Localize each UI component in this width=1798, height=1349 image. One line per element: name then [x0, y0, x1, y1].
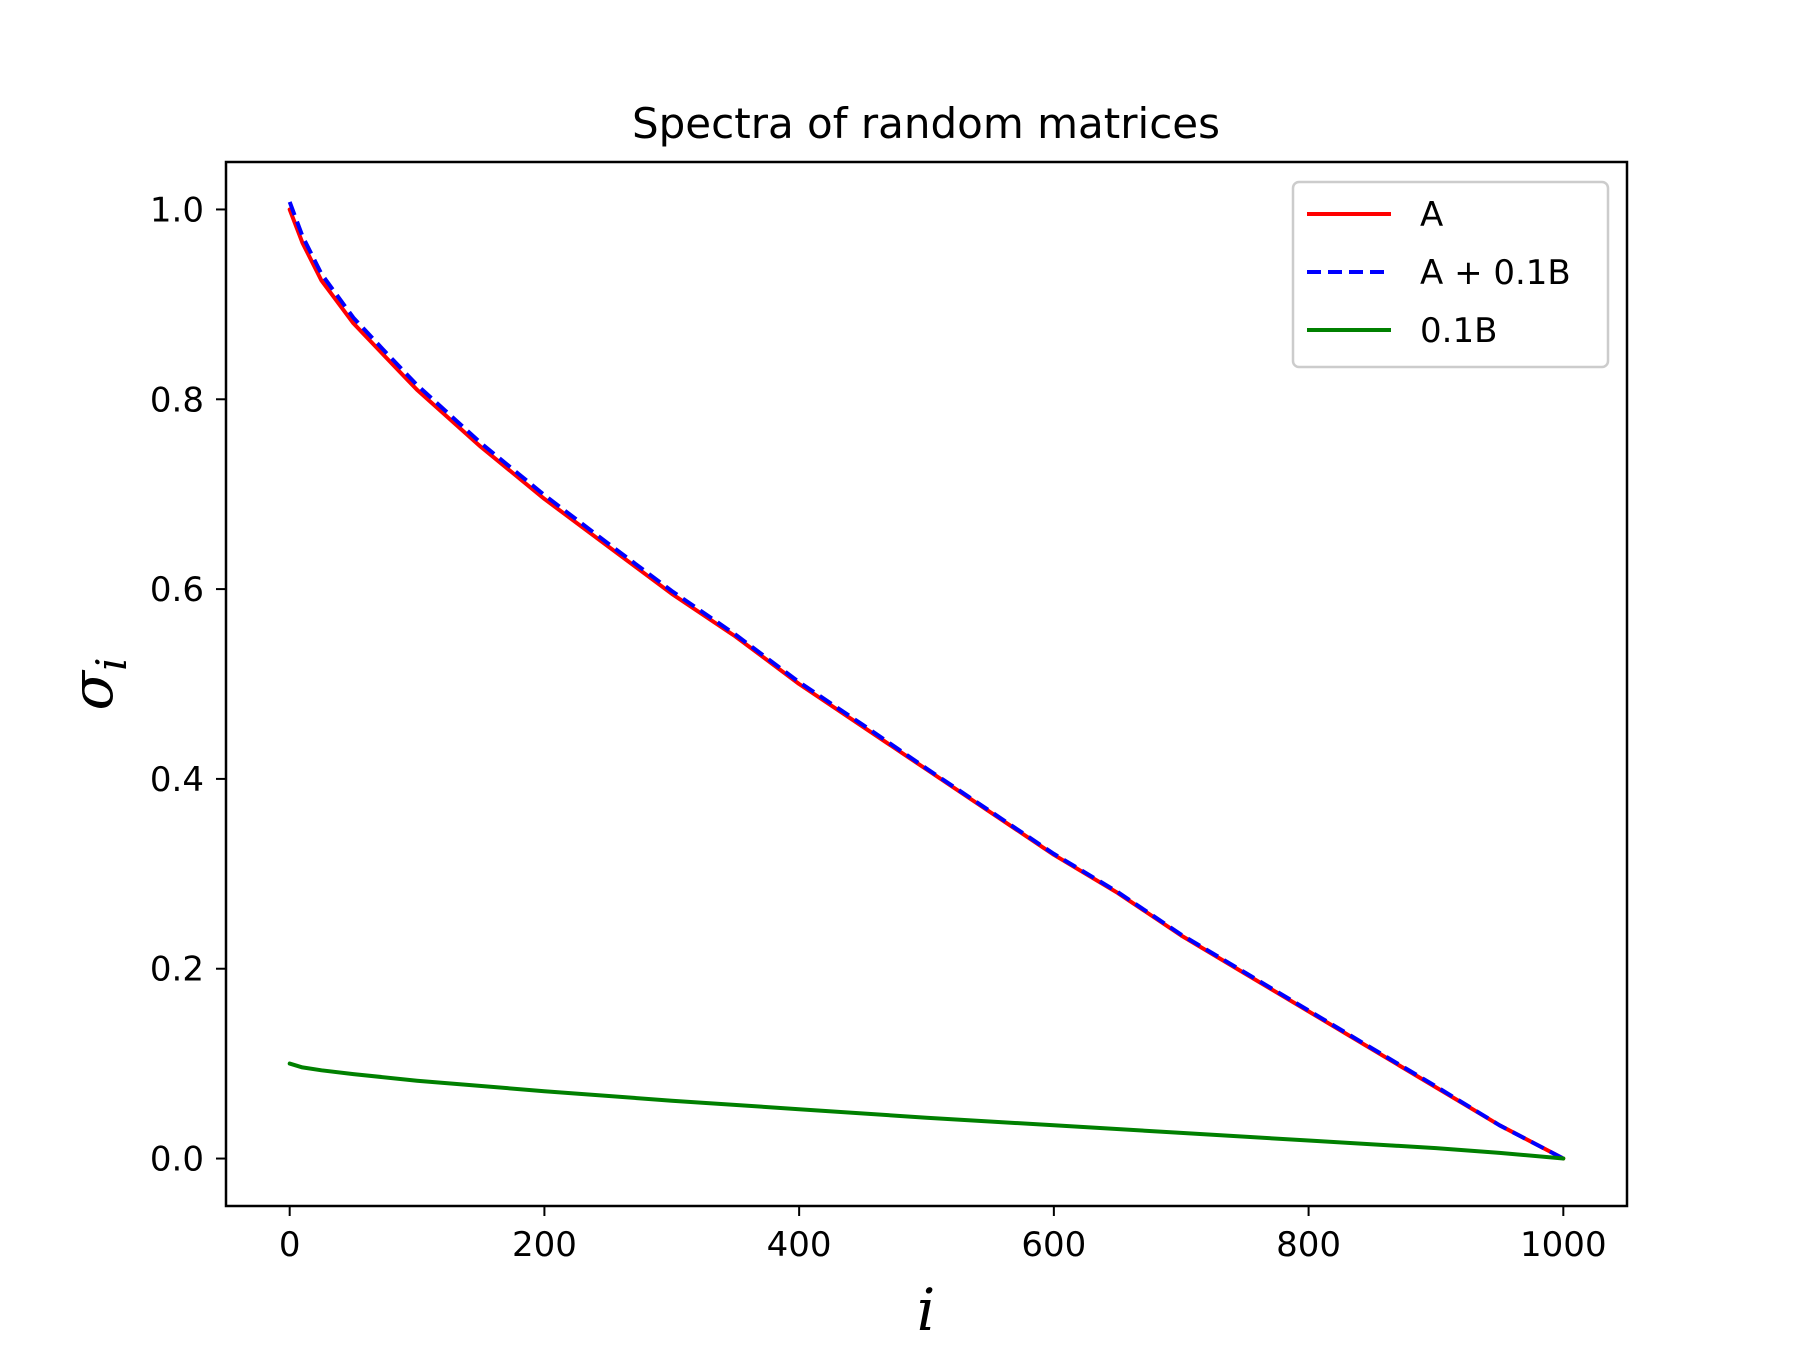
series-layer — [287, 201, 1566, 1161]
legend-label-1: A — [1420, 195, 1443, 235]
chart-title: Spectra of random matrices — [632, 99, 1220, 148]
plot-frame — [224, 160, 1629, 1208]
y-axis-label: σi — [58, 657, 136, 710]
y-axis-label-main: σ — [58, 670, 126, 711]
y-tick-label: 0.0 — [150, 1140, 204, 1180]
y-tick-label: 0.2 — [150, 950, 204, 990]
y-axis: 0.0 0.2 0.4 0.6 0.8 1.0 — [150, 190, 226, 1180]
x-tick-label: 400 — [767, 1225, 832, 1265]
x-tick-label: 800 — [1276, 1225, 1341, 1265]
y-tick-label: 0.6 — [150, 570, 204, 610]
y-tick-label: 0.4 — [150, 760, 204, 800]
x-axis-label: i — [917, 1276, 936, 1344]
legend-label-2: A + 0.1B — [1420, 253, 1571, 293]
legend-frame — [1291, 180, 1610, 369]
series-line-3 — [287, 1061, 1566, 1161]
legend-label-3: 0.1B — [1420, 311, 1497, 351]
y-tick-label: 1.0 — [150, 190, 204, 230]
legend: A A + 0.1B 0.1B — [1291, 180, 1610, 369]
x-axis: 0 200 400 600 800 1000 — [279, 1206, 1607, 1265]
x-tick-label: 0 — [279, 1225, 301, 1265]
series-line-2 — [287, 201, 1565, 1161]
y-tick-label: 0.8 — [150, 380, 204, 420]
x-tick-label: 600 — [1021, 1225, 1086, 1265]
x-tick-label: 200 — [512, 1225, 577, 1265]
y-axis-label-subscript: i — [87, 657, 136, 670]
x-tick-label: 1000 — [1520, 1225, 1607, 1265]
